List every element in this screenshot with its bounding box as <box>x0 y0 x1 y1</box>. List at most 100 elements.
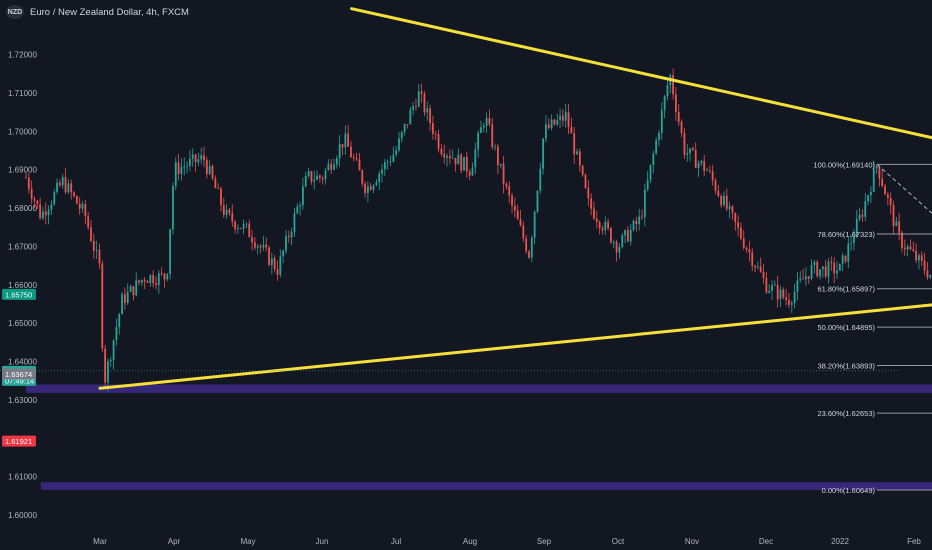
candle-body <box>861 214 864 217</box>
price-tag-value: 1.65750 <box>5 290 32 299</box>
price-tick-label: 1.69000 <box>8 166 37 175</box>
candle-body <box>542 138 545 169</box>
candle-body <box>78 203 81 209</box>
candle-body <box>287 235 290 238</box>
candle-body <box>460 154 463 171</box>
candle-body <box>762 272 765 278</box>
candle-body <box>683 132 686 155</box>
fib-level-label: 61.80%(1.65897) <box>817 285 875 294</box>
candle-body <box>270 258 273 265</box>
candle-body <box>576 151 578 155</box>
candle-body <box>364 183 366 194</box>
candle-body <box>901 232 903 248</box>
candle-body <box>714 180 717 191</box>
candle-body <box>465 157 468 172</box>
support-zone[interactable] <box>26 384 932 393</box>
candle-body <box>482 125 485 128</box>
candle-body <box>677 112 680 122</box>
time-tick-label: Mar <box>93 537 107 546</box>
candle-body <box>511 195 513 206</box>
candle-body <box>273 258 276 270</box>
candle-body <box>525 238 528 252</box>
candle-body <box>217 188 220 189</box>
candle-body <box>547 124 550 129</box>
candle-body <box>765 277 768 293</box>
candle-body <box>101 263 104 349</box>
candle-body <box>626 230 629 242</box>
candle-body <box>386 161 389 163</box>
candle-body <box>725 195 728 209</box>
candle-body <box>180 166 183 175</box>
trendline-upper[interactable] <box>350 7 932 252</box>
candle-body <box>335 158 338 165</box>
price-tick-label: 1.70000 <box>8 127 37 136</box>
trendlines-layer[interactable] <box>0 7 932 390</box>
candle-body <box>448 155 451 159</box>
chart-header: NZD Euro / New Zealand Dollar, 4h, FXCM <box>6 4 189 20</box>
candle-body <box>191 154 194 159</box>
candle-body <box>59 182 61 186</box>
candle-body <box>703 160 706 171</box>
candle-body <box>646 179 649 190</box>
candle-body <box>853 237 855 244</box>
candle-body <box>649 164 652 180</box>
candle-body <box>841 255 844 264</box>
candle-body <box>61 177 64 186</box>
candle-body <box>920 255 923 261</box>
price-tick-label: 1.65000 <box>8 319 37 328</box>
candle-body <box>313 179 316 182</box>
candle-body <box>231 212 234 222</box>
candle-body <box>155 283 157 285</box>
trendline-lower[interactable] <box>98 254 932 390</box>
candle-body <box>624 230 626 236</box>
candle-body <box>926 270 929 278</box>
candle-body <box>409 109 412 125</box>
candle-body <box>259 246 262 248</box>
candle-body <box>42 211 44 219</box>
candle-body <box>601 228 604 231</box>
zones-layer <box>26 384 932 490</box>
price-tick-label: 1.72000 <box>8 51 37 60</box>
candle-body <box>906 246 909 250</box>
candle-body <box>36 200 39 205</box>
candle-body <box>307 171 310 177</box>
candle-body <box>383 162 386 170</box>
candle-body <box>584 174 587 188</box>
candle-body <box>717 190 720 197</box>
time-tick-label: 2022 <box>831 537 849 546</box>
candle-body <box>400 131 403 139</box>
price-tag <box>2 368 36 380</box>
time-tick-label: Sep <box>537 537 552 546</box>
candle-body <box>262 244 265 248</box>
candle-body <box>395 150 398 155</box>
candle-body <box>776 284 779 300</box>
candle-body <box>836 270 838 274</box>
candle-body <box>545 124 547 139</box>
candle-body <box>457 154 460 165</box>
fib-retracement[interactable]: 100.00%(1.69140) 78.60%(1.67323) 61.80%(1.… <box>813 160 932 495</box>
support-zone[interactable] <box>40 482 932 490</box>
candle-body <box>502 163 505 184</box>
candle-body <box>581 165 584 175</box>
symbol-badge[interactable]: NZD <box>6 5 24 19</box>
candle-body <box>759 266 762 273</box>
candle-body <box>790 302 793 305</box>
candle-body <box>782 289 785 298</box>
fib-level-label: 78.60%(1.67323) <box>817 230 875 239</box>
candle-body <box>875 166 878 169</box>
candle-body <box>140 279 143 283</box>
candle-body <box>327 163 330 171</box>
time-axis[interactable]: Mar Apr May Jun Jul Aug Sep Oct Nov Dec 2022 Feb <box>93 537 921 546</box>
candle-body <box>909 246 912 250</box>
candle-body <box>25 177 27 179</box>
candle-body <box>528 251 530 258</box>
candle-body <box>214 178 217 189</box>
candle-body <box>412 106 415 110</box>
candle-body <box>578 151 581 166</box>
candle-body <box>918 255 920 261</box>
price-axis[interactable]: 1.72000 1.71000 1.70000 1.69000 1.68000 1.670… <box>8 51 37 520</box>
candle-body <box>477 133 480 150</box>
candle-body <box>109 360 112 362</box>
candle-body <box>361 170 364 184</box>
